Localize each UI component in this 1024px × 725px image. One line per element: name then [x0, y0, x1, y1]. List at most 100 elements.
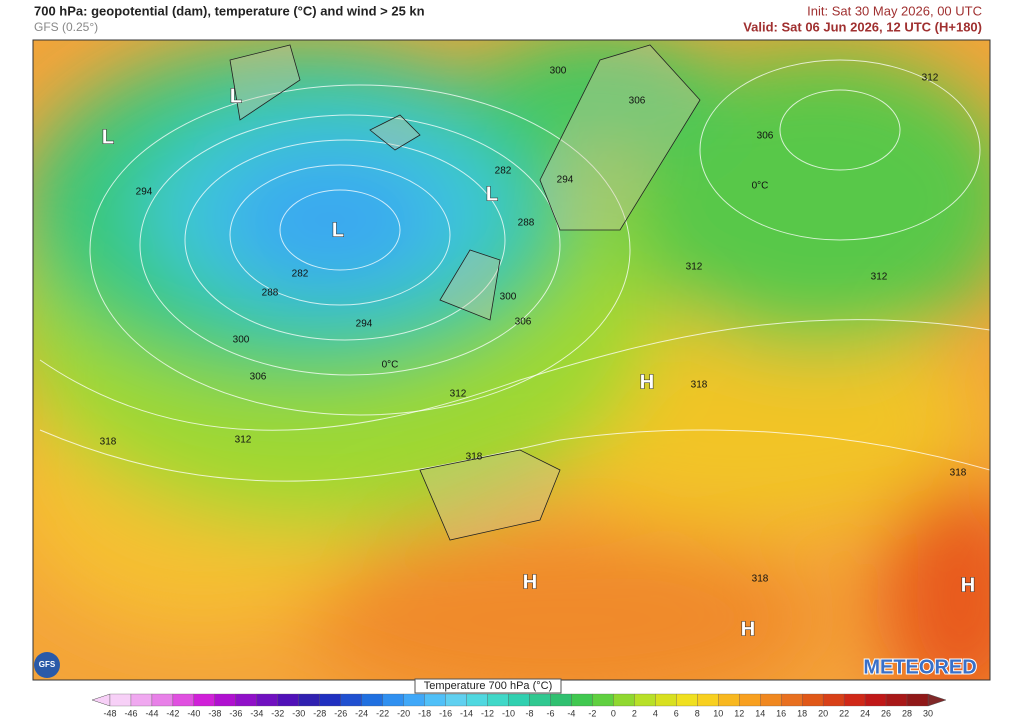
colorbar-cell [487, 693, 509, 707]
colorbar-cell [655, 693, 677, 707]
isotherm-label: 0°C [382, 360, 399, 371]
contour-label: 312 [686, 262, 703, 273]
contour-label: 300 [233, 335, 250, 346]
colorbar-cell [906, 693, 929, 707]
map-field [33, 40, 990, 680]
init-time: Init: Sat 30 May 2026, 00 UTC [807, 3, 982, 18]
colorbar-cell [843, 693, 866, 707]
legend-title: Temperature 700 hPa (°C) [424, 680, 553, 692]
colorbar-tick: -30 [292, 708, 305, 718]
colorbar-tick: 10 [713, 708, 723, 718]
contour-label: 318 [691, 380, 708, 391]
contour-label: 318 [466, 452, 483, 463]
colorbar-cell [676, 693, 698, 707]
colorbar-tick: -20 [397, 708, 410, 718]
colorbar-tick: 30 [923, 708, 933, 718]
colorbar-tick: 22 [839, 708, 849, 718]
pressure-center: H [523, 571, 537, 593]
contour-label: 318 [752, 574, 769, 585]
colorbar-tick: -4 [567, 708, 575, 718]
colorbar-cell [340, 693, 362, 707]
pressure-center: H [961, 574, 975, 596]
colorbar-tick: 28 [902, 708, 912, 718]
colorbar-tick: 4 [653, 708, 658, 718]
colorbar-cell [508, 693, 530, 707]
contour-label: 306 [250, 372, 267, 383]
colorbar-tick: 16 [776, 708, 786, 718]
contour-label: 306 [757, 131, 774, 142]
coastlines [229, 44, 701, 541]
colorbar-cell [235, 693, 257, 707]
colorbar-tick: 2 [632, 708, 637, 718]
brand-logo: METEORED [863, 656, 976, 678]
colorbar-tick: 12 [734, 708, 744, 718]
contour-label: 312 [235, 435, 252, 446]
colorbar-tick: -28 [313, 708, 326, 718]
colorbar-tick: -42 [166, 708, 179, 718]
colorbar-tick: -12 [481, 708, 494, 718]
colorbar-tick: 26 [881, 708, 891, 718]
contour-label: 288 [262, 288, 279, 299]
colorbar-tick: -6 [546, 708, 554, 718]
legend-title-box [414, 678, 562, 694]
contour-label: 312 [450, 389, 467, 400]
contour-label: 318 [100, 437, 117, 448]
gfs-logo-badge [34, 652, 60, 678]
colorbar-cell [403, 693, 425, 707]
colorbar-cell [151, 693, 174, 707]
colorbar-tick: -8 [525, 708, 533, 718]
colorbar-cell [760, 693, 782, 707]
contour-label: 294 [356, 319, 373, 330]
valid-time: Valid: Sat 06 Jun 2026, 12 UTC (H+180) [743, 19, 982, 34]
colorbar-tick: 8 [695, 708, 700, 718]
isotherm-label: 0°C [752, 181, 769, 192]
colorbar-cell [277, 693, 299, 707]
colorbar-tick: -14 [460, 708, 473, 718]
colorbar-cell [885, 693, 908, 707]
colorbar-cell [382, 693, 404, 707]
colorbar-cell [802, 693, 824, 707]
contours [39, 59, 990, 482]
colorbar-cell [466, 693, 488, 707]
colorbar-tick: 0 [611, 708, 616, 718]
pressure-center: H [741, 618, 755, 640]
colorbar-cell [130, 693, 153, 707]
colorbar-tick: 24 [860, 708, 870, 718]
colorbar-cell [424, 693, 446, 707]
colorbar-tick: -36 [229, 708, 242, 718]
colorbar-tick: -2 [588, 708, 596, 718]
colorbar-cell [256, 693, 278, 707]
colorbar-cell [445, 693, 467, 707]
pressure-center: L [332, 219, 344, 241]
colorbar-tick: -34 [250, 708, 263, 718]
colorbar-tick: -32 [271, 708, 284, 718]
pressure-center: L [230, 85, 242, 107]
contour-label: 306 [629, 96, 646, 107]
colorbar-cell [634, 693, 656, 707]
colorbar-tick: 6 [674, 708, 679, 718]
colorbar-tick: 18 [797, 708, 807, 718]
colorbar-tick: -10 [502, 708, 515, 718]
colorbar-cell [571, 693, 593, 707]
contour-label: 294 [557, 175, 574, 186]
contour-label: 282 [292, 269, 309, 280]
colorbar-tick: -44 [145, 708, 158, 718]
colorbar-tick: -38 [208, 708, 221, 718]
colorbar-cell [781, 693, 803, 707]
pressure-center: L [486, 183, 498, 205]
colorbar-cell [550, 693, 572, 707]
colorbar-cell [172, 693, 195, 707]
map-title: 700 hPa: geopotential (dam), temperature… [34, 3, 425, 18]
colorbar-cell [864, 693, 887, 707]
colorbar-end [91, 693, 111, 707]
pressure-center: L [102, 126, 114, 148]
colorbar-tick: -48 [103, 708, 116, 718]
contour-label: 312 [922, 73, 939, 84]
colorbar-cell [697, 693, 719, 707]
contour-label: 312 [871, 272, 888, 283]
model-name: GFS (0.25°) [34, 20, 98, 34]
colorbar-cell [529, 693, 551, 707]
colorbar-tick: -40 [187, 708, 200, 718]
colorbar-cell [298, 693, 320, 707]
